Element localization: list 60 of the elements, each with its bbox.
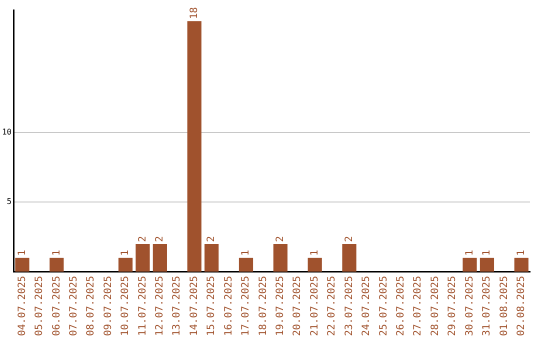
x-tick-label: 23.07.2025 [344, 276, 355, 336]
y-tick-label: 5 [6, 197, 12, 206]
x-tick-label: 01.08.2025 [498, 276, 510, 336]
x-tick-label: 09.07.2025 [102, 276, 114, 336]
x-tick-label: 17.07.2025 [240, 276, 252, 336]
x-tick-label: 19.07.2025 [275, 276, 286, 336]
x-tick-label: 30.07.2025 [464, 276, 476, 336]
data-label: 1 [16, 250, 28, 256]
x-tick-label: 13.07.2025 [172, 276, 183, 336]
data-label: 2 [344, 236, 355, 242]
x-tick-label: 05.07.2025 [34, 276, 46, 336]
bar [152, 244, 167, 272]
x-tick-label: 26.07.2025 [396, 276, 406, 336]
bar [480, 258, 494, 272]
bar [514, 258, 528, 272]
data-label: 2 [154, 236, 166, 242]
data-label: 18 [188, 7, 200, 20]
x-tick-label: 21.07.2025 [309, 276, 320, 336]
x-tick-label: 08.07.2025 [86, 276, 97, 336]
bar [118, 258, 133, 272]
bar [187, 21, 202, 272]
data-label: 1 [516, 250, 527, 256]
data-label: 1 [482, 250, 493, 256]
bar [15, 258, 30, 272]
bar [204, 244, 219, 272]
x-tick-label: 07.07.2025 [68, 276, 80, 336]
bar [462, 258, 477, 272]
x-tick-label: 16.07.2025 [223, 276, 234, 336]
x-tick-label: 28.07.2025 [430, 276, 441, 336]
data-label: 1 [120, 250, 132, 256]
x-tick-label: 29.07.2025 [447, 276, 458, 336]
data-label: 2 [206, 236, 218, 242]
x-tick-label: 18.07.2025 [258, 276, 269, 336]
x-tick-label: 20.07.2025 [292, 276, 304, 336]
data-label: 1 [464, 250, 476, 256]
x-tick-label: 06.07.2025 [51, 276, 62, 336]
x-tick-label: 31.07.2025 [482, 276, 493, 336]
x-tick-label: 22.07.2025 [326, 276, 338, 336]
data-label: 2 [275, 236, 286, 242]
bar [308, 258, 322, 272]
bar [342, 244, 356, 272]
x-tick-label: 04.07.2025 [16, 276, 28, 336]
x-tick-label: 12.07.2025 [154, 276, 166, 336]
data-label: 1 [309, 250, 320, 256]
bar [238, 258, 254, 272]
bar [273, 244, 288, 272]
bar [136, 244, 150, 272]
x-tick-label: 24.07.2025 [361, 276, 372, 336]
x-tick-label: 02.08.2025 [516, 276, 527, 336]
data-label: 1 [240, 250, 252, 256]
x-tick-label: 25.07.2025 [378, 276, 390, 336]
x-tick-label: 10.07.2025 [120, 276, 132, 336]
x-tick-label: 27.07.2025 [412, 276, 424, 336]
data-label: 2 [137, 236, 148, 242]
x-tick-label: 11.07.2025 [137, 276, 148, 336]
y-tick-label: 10 [2, 128, 12, 137]
data-label: 1 [51, 250, 62, 256]
x-tick-label: 14.07.2025 [188, 276, 200, 336]
x-tick-label: 15.07.2025 [206, 276, 218, 336]
bar [50, 258, 64, 272]
